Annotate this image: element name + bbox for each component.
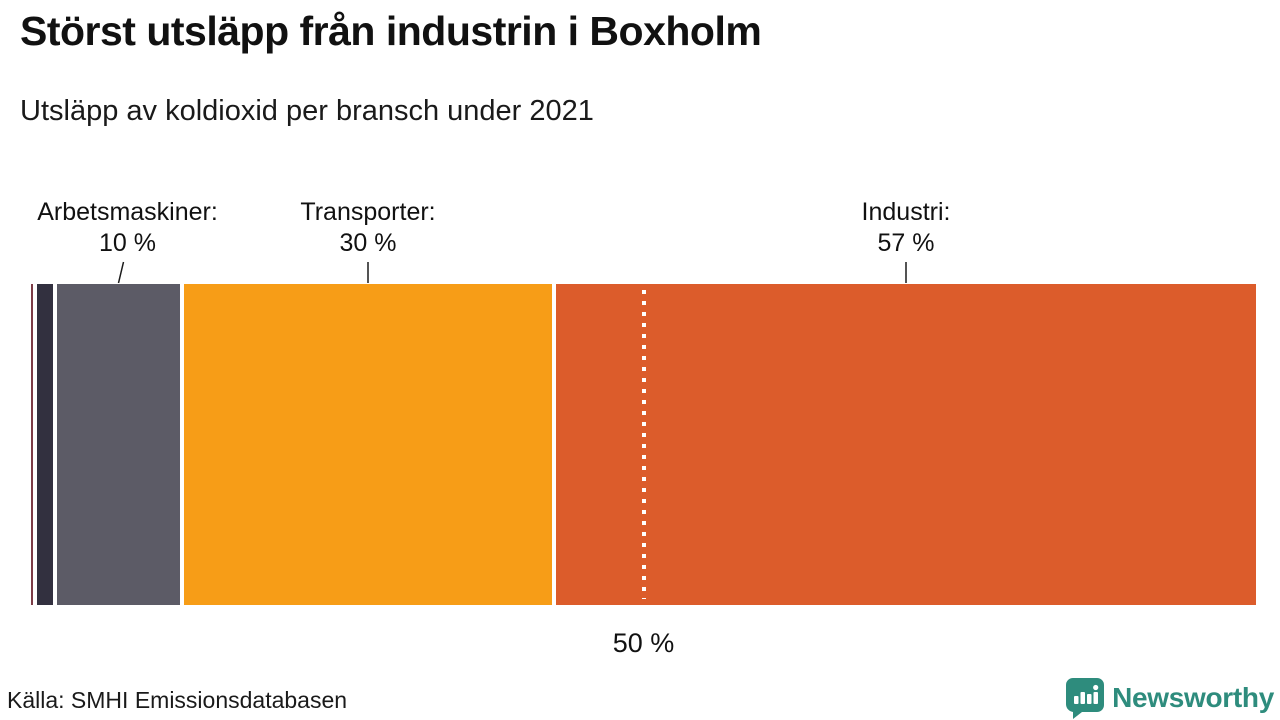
segment-label-Transporter: Transporter: 30 % <box>300 197 435 259</box>
newsworthy-speech-bubble-chart-icon <box>1066 678 1105 719</box>
segment-value: 10 % <box>99 229 156 257</box>
bar-segment-Arbetsmaskiner <box>57 284 181 605</box>
bar-segment-Industri <box>556 284 1256 605</box>
bar-segment-övrigt-1 (unlabeled) <box>31 284 34 605</box>
reference-line-label: 50 % <box>612 628 675 658</box>
stacked-bar <box>31 284 1256 605</box>
segment-label-Industri: Industri: 57 % <box>862 197 951 259</box>
segment-label-Arbetsmaskiner: Arbetsmaskiner: 10 % <box>37 197 218 259</box>
newsworthy-logo: Newsworthy <box>1065 677 1274 719</box>
chart-subtitle: Utsläpp av koldioxid per bransch under 2… <box>20 95 594 127</box>
x-axis-labels: 50 % <box>31 628 1256 662</box>
segment-name: Industri: <box>861 198 951 226</box>
bar-segment-Transporter <box>184 284 553 605</box>
segment-value: 30 % <box>339 229 397 257</box>
source-credit: Källa: SMHI Emissionsdatabasen <box>7 687 348 713</box>
chart-title: Störst utsläpp från industrin i Boxholm <box>20 8 762 54</box>
bar-segment-övrigt-2 (unlabeled) <box>37 284 54 605</box>
leader-lines <box>117 261 907 284</box>
segment-annotations: Arbetsmaskiner: 10 % Transporter: 30 % Indus… <box>31 196 1256 284</box>
segment-value: 57 % <box>877 229 935 257</box>
leader-line-Arbetsmaskiner <box>117 261 125 284</box>
brand-name: Newsworthy <box>1112 682 1274 713</box>
segment-name: Transporter: <box>300 198 436 226</box>
segment-name: Arbetsmaskiner: <box>37 198 218 226</box>
